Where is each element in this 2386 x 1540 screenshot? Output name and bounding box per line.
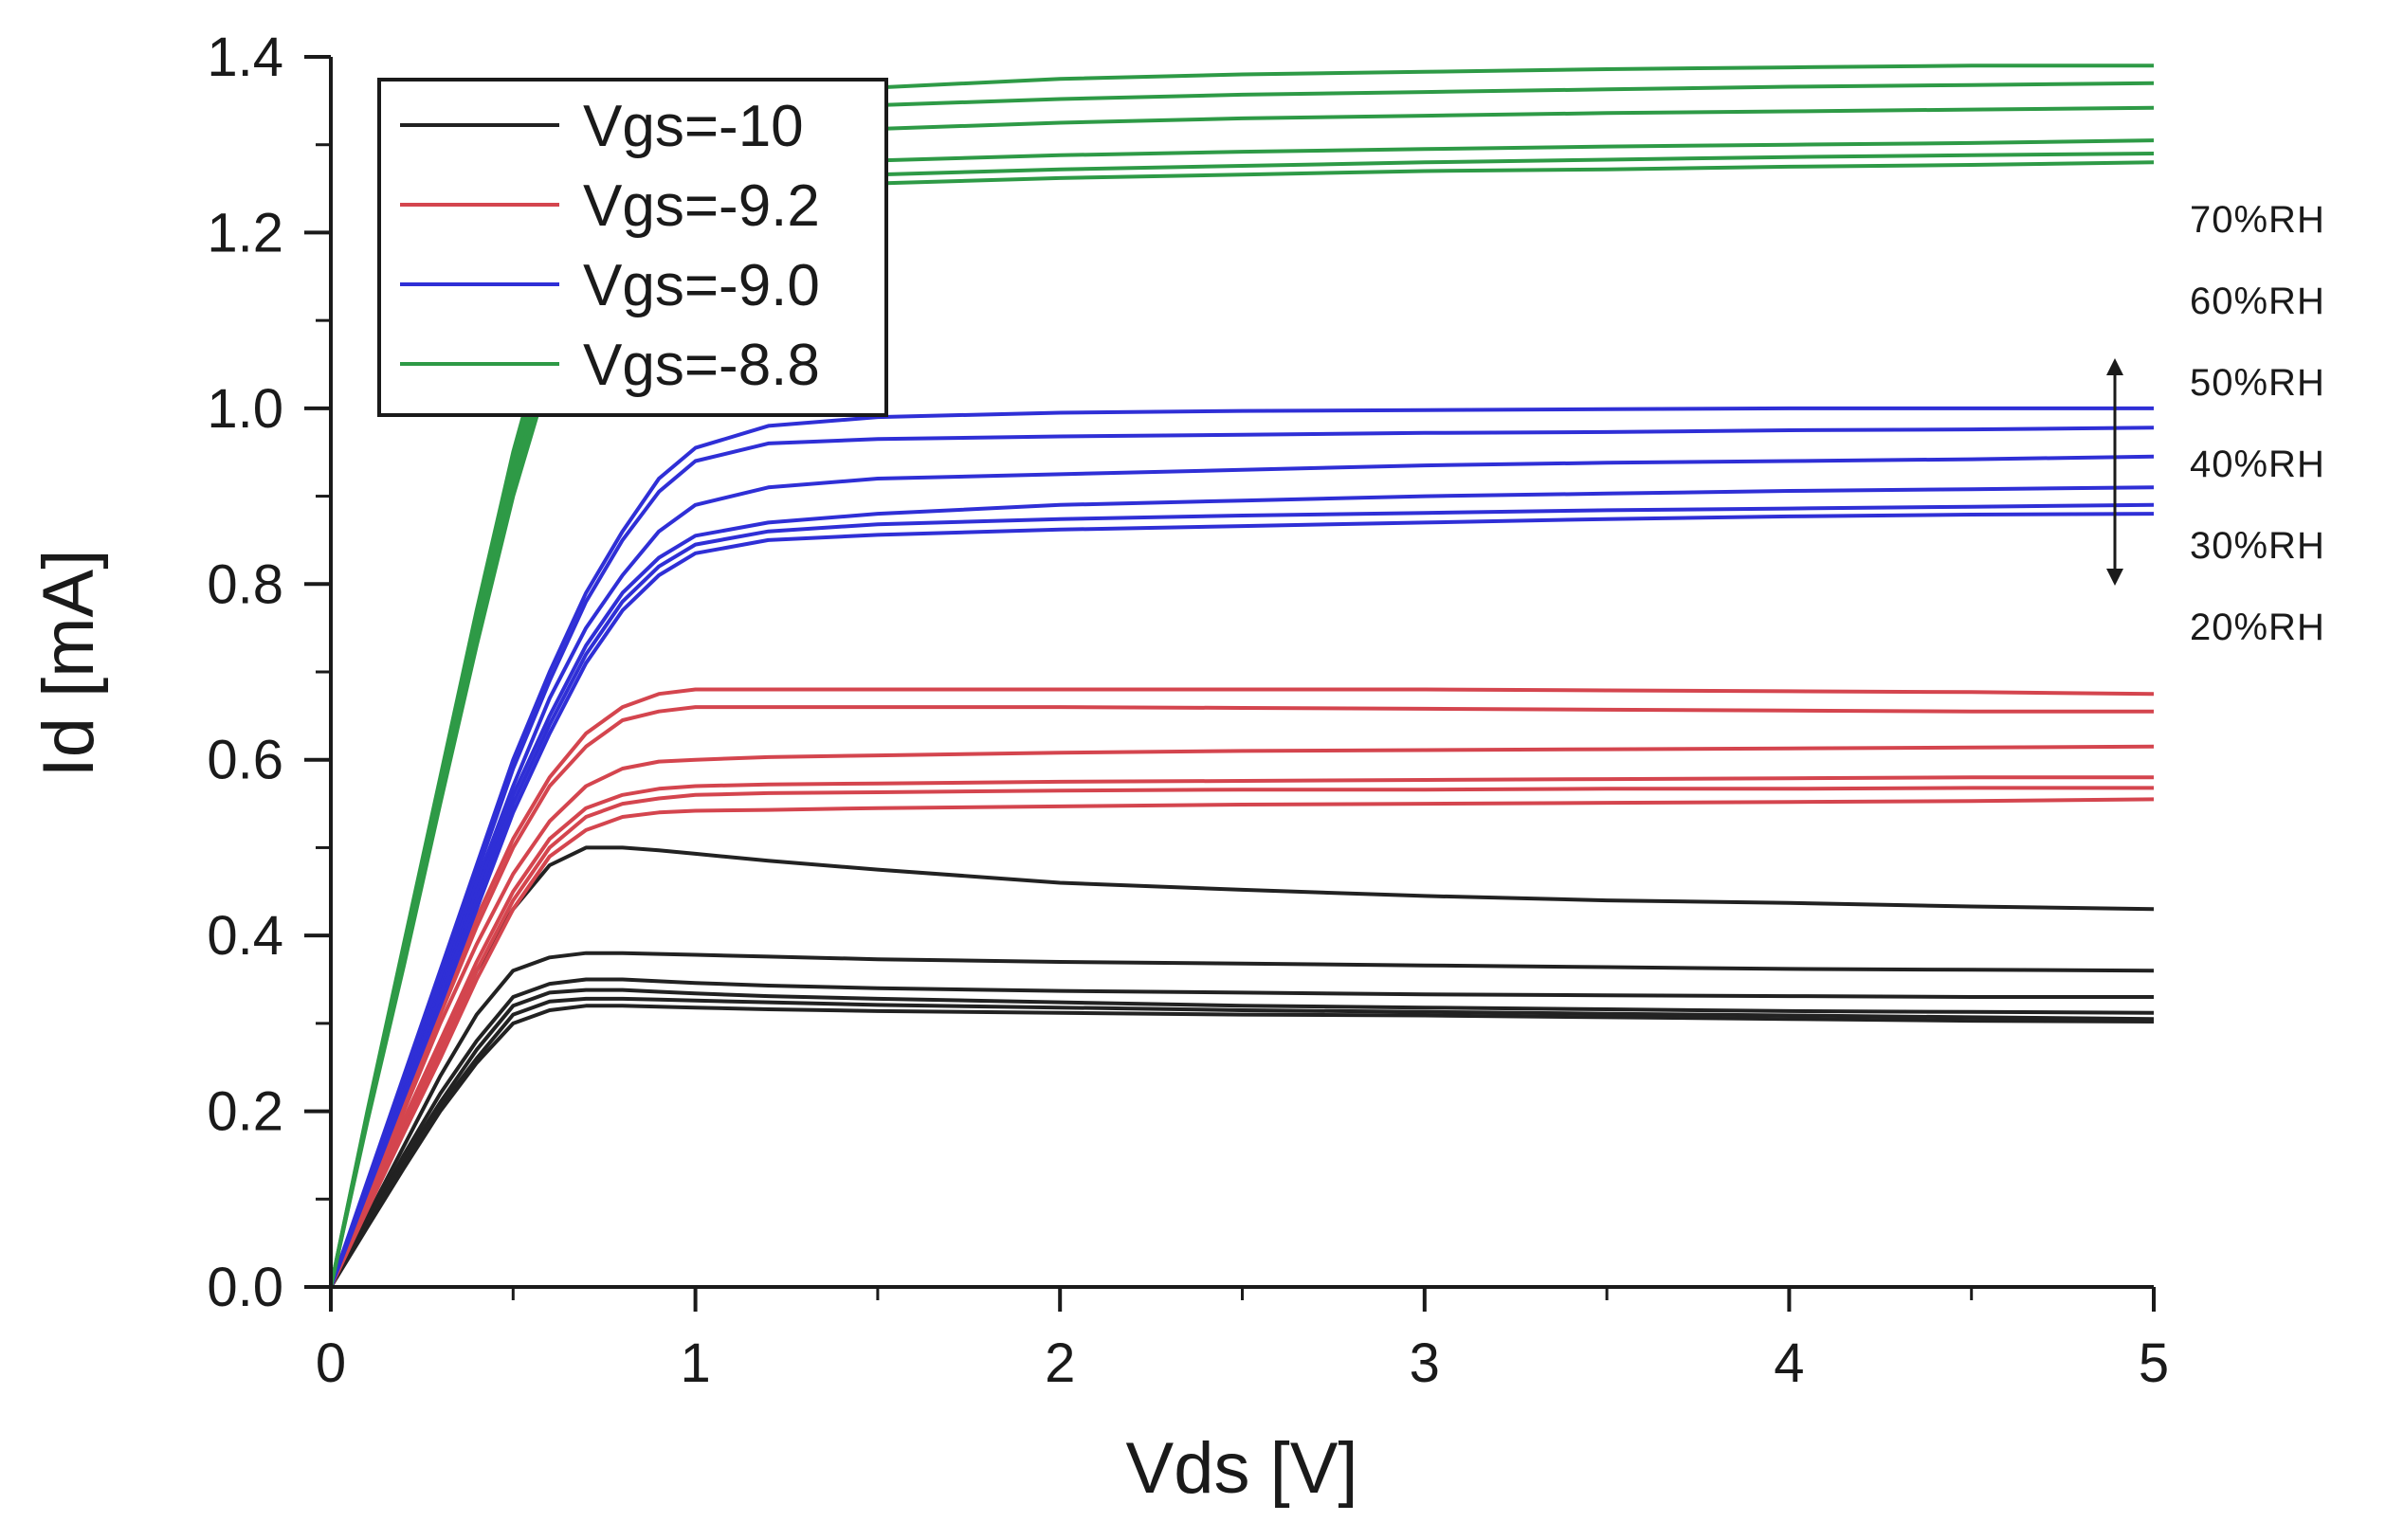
series-vgs-9_2-60pctrh <box>329 705 2154 1288</box>
legend-box <box>377 78 888 417</box>
x-tick-label: 0 <box>316 1332 346 1394</box>
y-tick-label: 0.0 <box>207 1257 283 1318</box>
x-tick-label: 5 <box>2139 1332 2169 1394</box>
y-axis-title: Id [mA] <box>28 550 109 778</box>
y-tick-label: 0.8 <box>207 553 283 615</box>
rh-label: 50%RH <box>2190 362 2325 404</box>
series-vgs-10-60pctrh <box>329 951 2155 1288</box>
series-vgs-9_2-30pctrh <box>329 786 2154 1288</box>
y-tick-label: 1.4 <box>207 27 283 88</box>
series-vgs-10-30pctrh <box>329 996 2155 1289</box>
y-tick-label: 0.4 <box>207 905 283 967</box>
series-vgs-9_2-50pctrh <box>329 744 2155 1288</box>
x-tick-label: 1 <box>680 1332 710 1394</box>
rh-annotations: 70%RH 60%RH 50%RH 40%RH 30%RH 20%RH <box>2106 199 2325 648</box>
rh-label: 20%RH <box>2190 607 2325 648</box>
curves-layer <box>329 63 2155 1289</box>
y-tick-label: 1.0 <box>207 378 283 440</box>
x-axis-title: Vds [V] <box>1126 1428 1358 1509</box>
series-vgs-9_0-20pctrh <box>329 512 2155 1288</box>
series-vgs-9_0-60pctrh <box>329 426 2155 1288</box>
series-vgs-9_2-40pctrh <box>329 775 2154 1288</box>
series-vgs-9_0-30pctrh <box>329 502 2155 1288</box>
legend: Vgs=-10 Vgs=-9.2 Vgs=-9.0 Vgs=-8.8 <box>377 78 888 417</box>
rh-label: 30%RH <box>2190 525 2325 567</box>
series-vgs-10-40pctrh <box>329 987 2155 1288</box>
y-tick-label: 0.2 <box>207 1081 283 1143</box>
rh-label: 70%RH <box>2190 199 2325 241</box>
axes-layer: 0 1 2 3 4 5 0.0 0.2 0.4 0.6 0.8 1.0 1.2 1.4 <box>207 27 2169 1394</box>
legend-label: Vgs=-9.2 <box>583 173 820 239</box>
x-tick-label: 4 <box>1774 1332 1804 1394</box>
rh-label: 60%RH <box>2190 281 2325 322</box>
series-vgs-10-50pctrh <box>329 977 2154 1288</box>
rh-arrow-head-down <box>2106 569 2123 586</box>
x-tick-label: 2 <box>1045 1332 1075 1394</box>
y-tick-label: 1.2 <box>207 202 283 263</box>
rh-label: 40%RH <box>2190 444 2325 485</box>
series-vgs-9_0-70pctrh <box>329 406 2154 1288</box>
series-vgs-10-20pctrh <box>329 1004 2155 1289</box>
legend-label: Vgs=-8.8 <box>583 333 820 398</box>
series-vgs-9_2-20pctrh <box>329 797 2155 1288</box>
y-tick-label: 0.6 <box>207 730 283 791</box>
rh-arrow-head-up <box>2106 358 2123 375</box>
x-tick-label: 3 <box>1410 1332 1440 1394</box>
legend-label: Vgs=-10 <box>583 94 804 159</box>
legend-label: Vgs=-9.0 <box>583 253 820 318</box>
